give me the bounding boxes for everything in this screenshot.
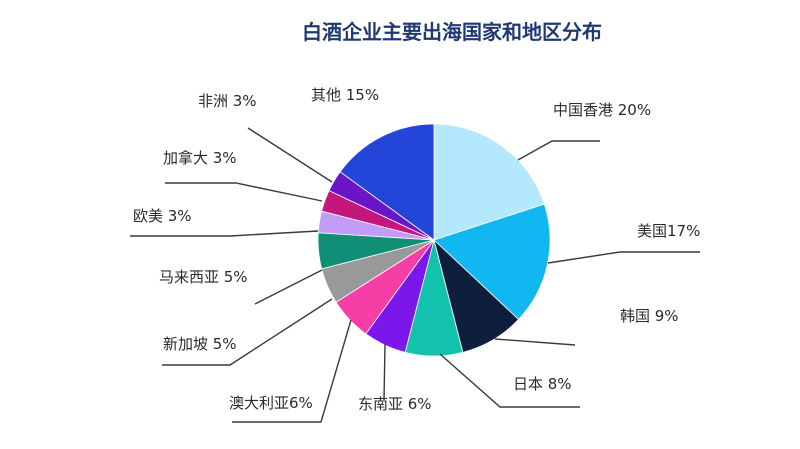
leader-line-7 (162, 298, 333, 366)
leader-line-8 (254, 269, 323, 305)
pie-slice-1 (433, 123, 545, 241)
leader-line-3 (494, 338, 576, 346)
leader-line-1 (517, 140, 600, 161)
pie-slice-2 (433, 203, 551, 320)
slice-label-5: 东南亚 6% (358, 395, 432, 413)
slice-label-1: 中国香港 20% (553, 101, 651, 119)
leader-line-5 (383, 343, 386, 401)
leader-line-11 (247, 127, 333, 183)
slice-label-10: 加拿大 3% (163, 149, 237, 167)
leader-line-10 (165, 182, 323, 202)
slice-label-12: 其他 15% (311, 86, 379, 104)
slice-label-2: 美国17% (637, 222, 700, 240)
leader-lines (130, 127, 700, 423)
pie-slice-12 (339, 123, 435, 241)
slice-label-6: 澳大利亚6% (229, 394, 313, 412)
leader-line-4 (439, 353, 580, 408)
leader-line-9 (130, 230, 319, 237)
slice-label-9: 欧美 3% (133, 207, 192, 225)
leader-line-6 (232, 319, 352, 423)
slice-label-3: 韩国 9% (620, 307, 679, 325)
slice-label-4: 日本 8% (513, 375, 572, 393)
slice-labels: 中国香港 20% 美国17% 韩国 9% 日本 8% 东南亚 6% 澳大利亚6% 新加坡 5… (133, 86, 700, 413)
slice-label-11: 非洲 3% (198, 92, 257, 110)
slice-label-7: 新加坡 5% (163, 335, 237, 353)
pie-slices (317, 123, 551, 357)
chart-title: 白酒企业主要出海国家和地区分布 (302, 20, 602, 44)
leader-line-2 (547, 251, 700, 264)
slice-label-8: 马来西亚 5% (159, 268, 248, 286)
